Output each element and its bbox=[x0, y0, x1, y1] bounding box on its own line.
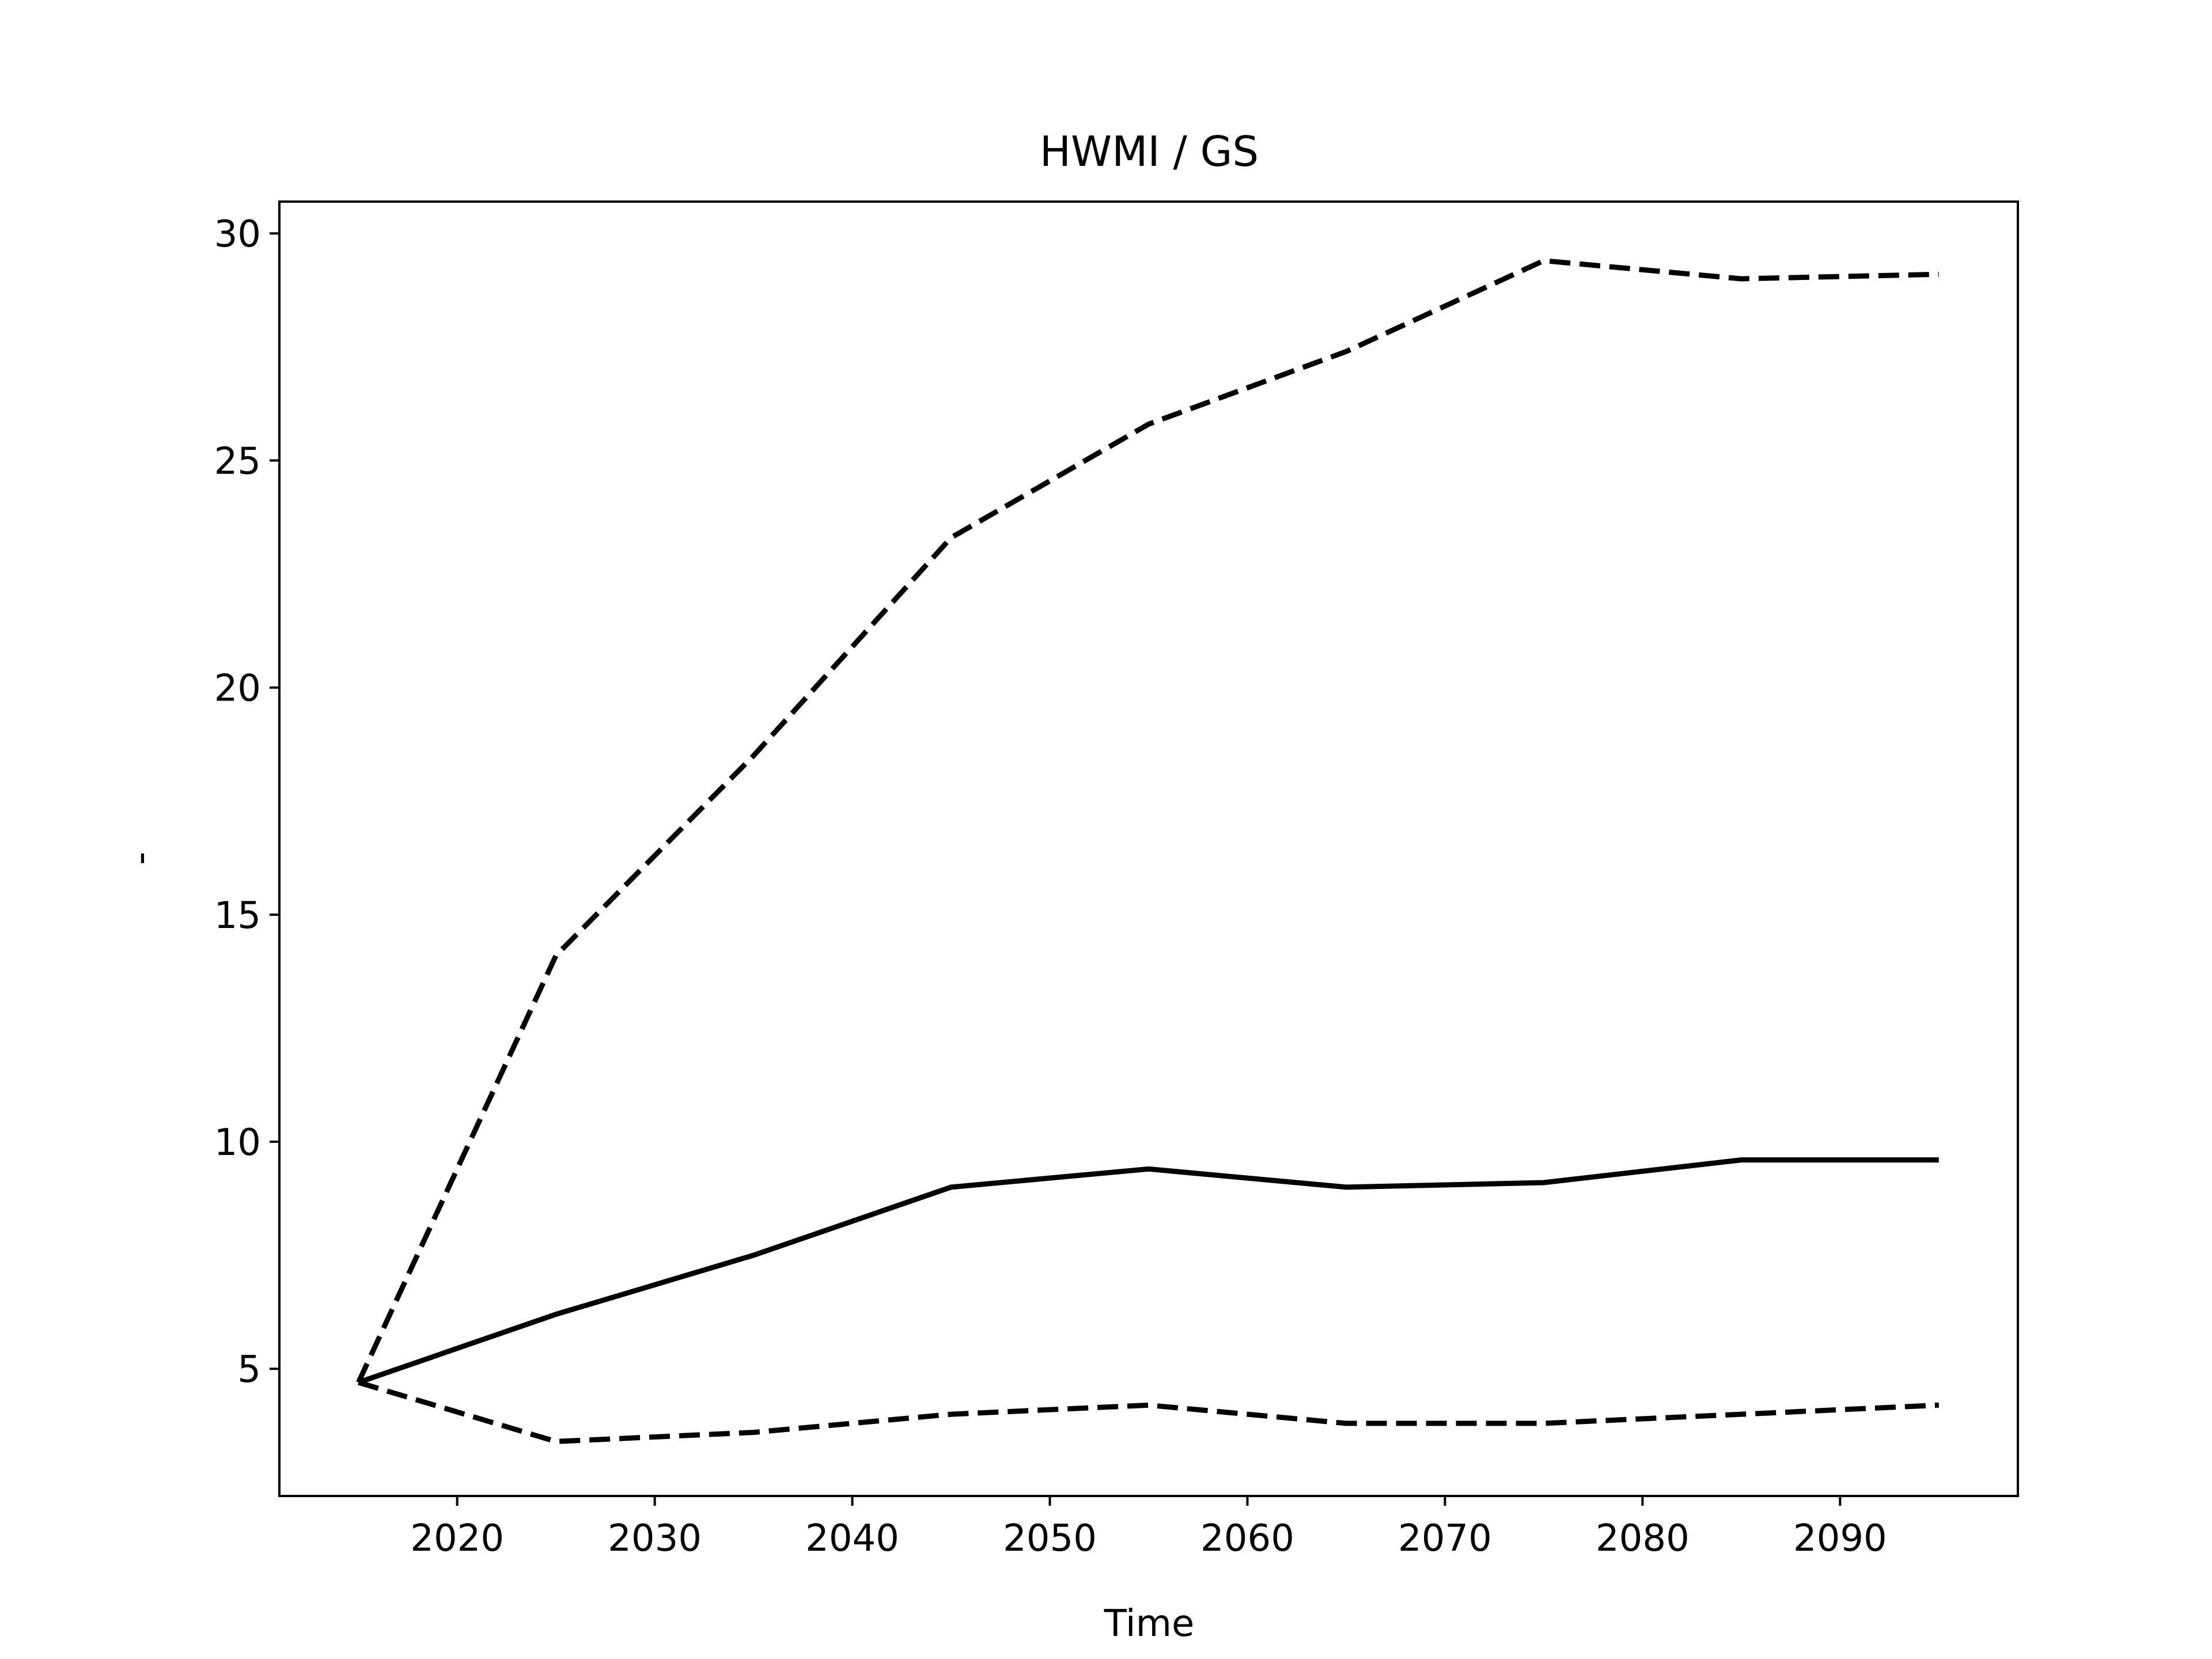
x-tick-label: 2070 bbox=[1398, 1517, 1492, 1560]
x-tick-label: 2090 bbox=[1793, 1517, 1887, 1560]
x-tick-label: 2080 bbox=[1596, 1517, 1690, 1560]
axes-layer: 2020 2030 2040 2050 2060 2070 2080 2090 5 10 15 20 2… bbox=[214, 200, 2019, 1560]
x-tick-label: 2030 bbox=[608, 1517, 702, 1560]
plot-layer bbox=[356, 258, 1940, 1444]
y-axis-label: - bbox=[119, 851, 162, 865]
y-tick-label: 30 bbox=[214, 213, 261, 256]
plot-area-frame bbox=[278, 200, 2019, 1497]
x-tick-label: 2050 bbox=[1003, 1517, 1097, 1560]
y-tick-label: 25 bbox=[214, 440, 261, 483]
series-line-2 bbox=[356, 258, 1939, 1384]
x-tick-label: 2020 bbox=[410, 1517, 504, 1560]
y-tick-label: 15 bbox=[214, 895, 261, 937]
series-line-3 bbox=[357, 1380, 1940, 1444]
y-tick-label: 10 bbox=[214, 1122, 261, 1164]
x-tick-label: 2040 bbox=[805, 1517, 899, 1560]
x-tick-label: 2060 bbox=[1200, 1517, 1294, 1560]
series-line-1 bbox=[357, 1157, 1939, 1385]
x-axis-label: Time bbox=[1104, 1603, 1195, 1645]
y-tick-label: 5 bbox=[237, 1349, 261, 1391]
chart-title: HWMI / GS bbox=[1040, 127, 1259, 176]
y-tick-label: 20 bbox=[214, 668, 261, 710]
